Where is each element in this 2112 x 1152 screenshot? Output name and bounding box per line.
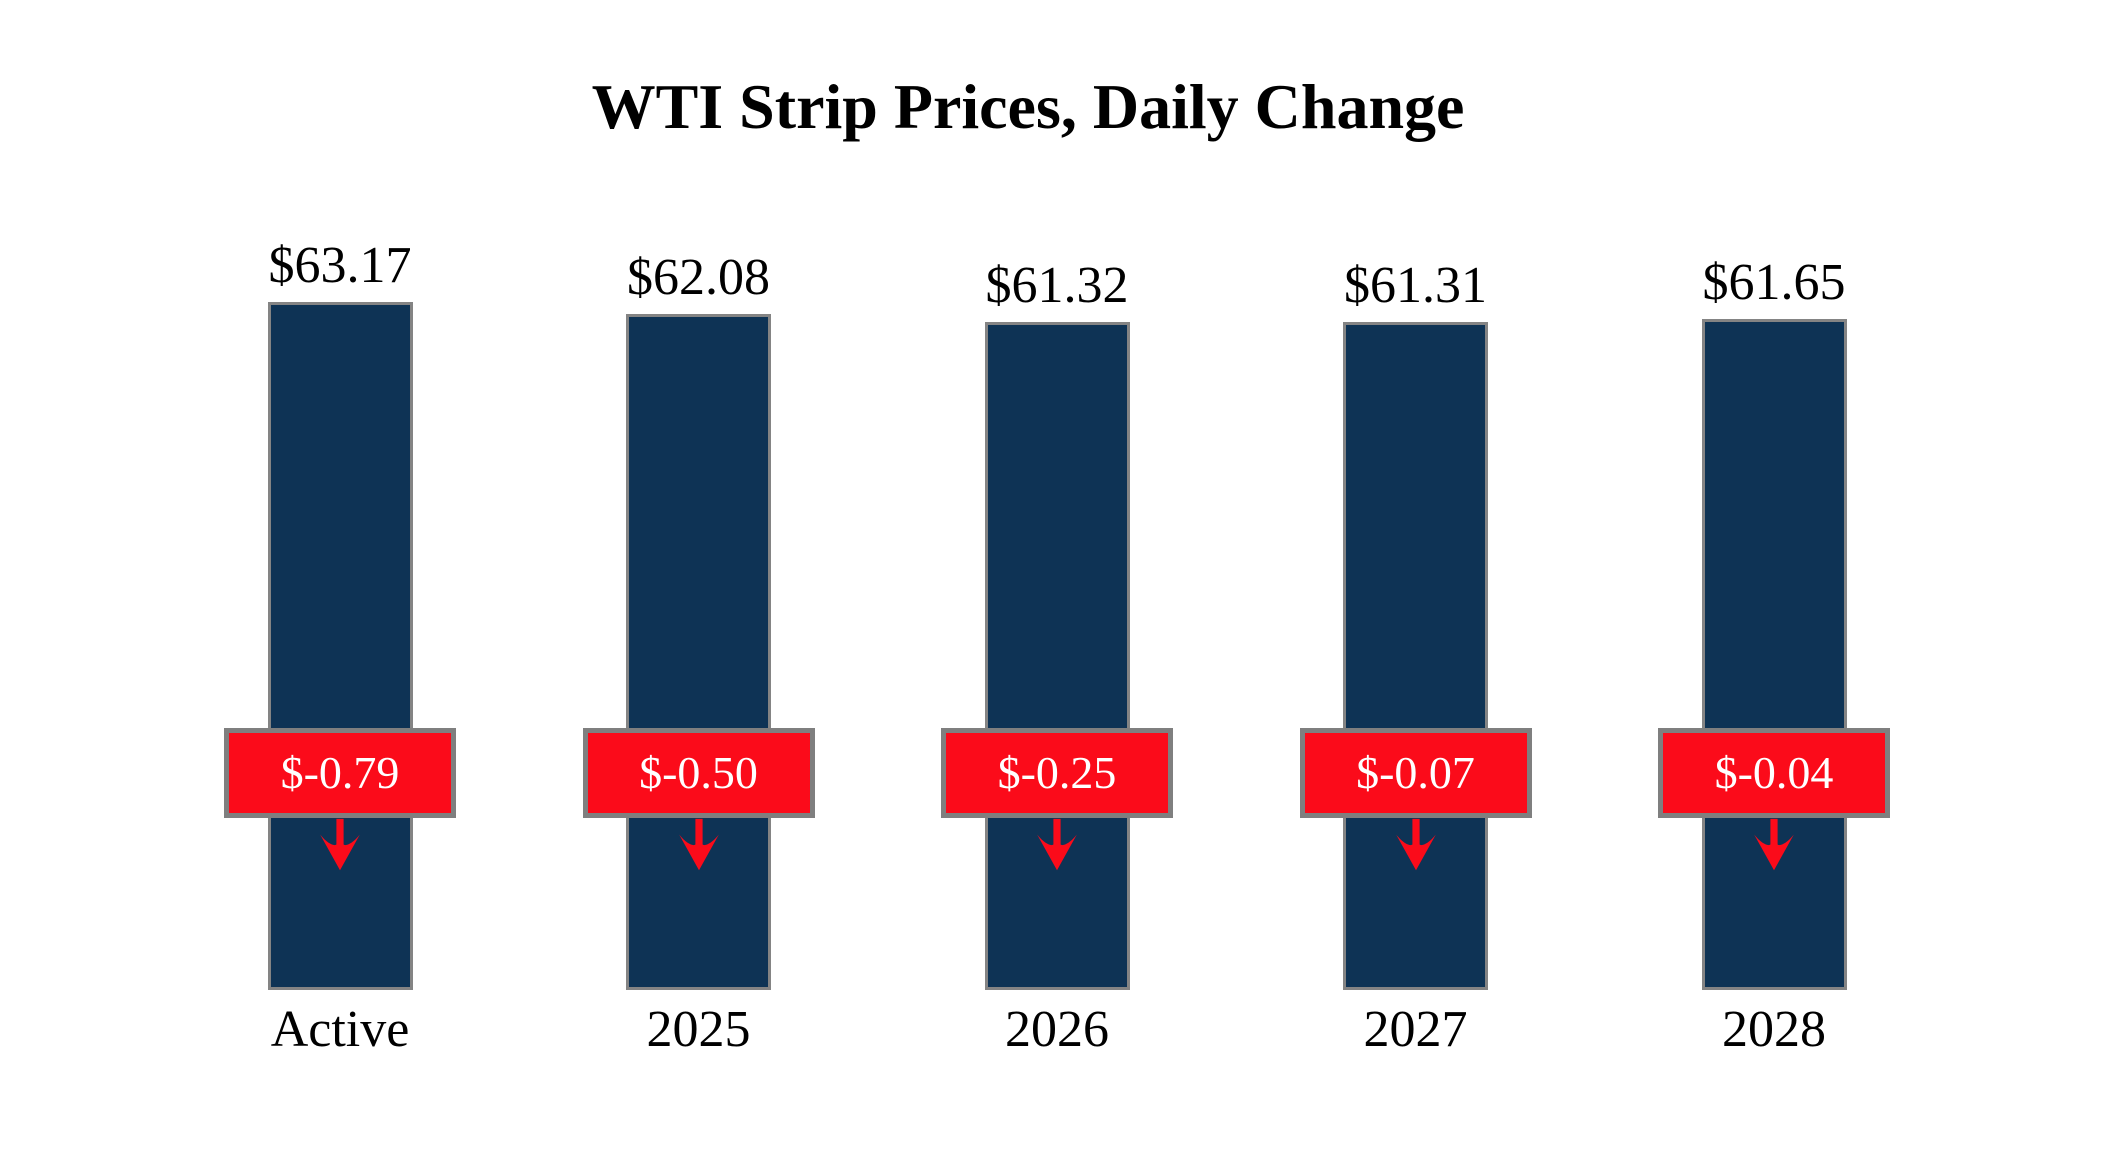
bar [267,302,413,990]
change-badge-label: $-0.50 [639,747,758,798]
category-label: Active [270,1001,410,1058]
down-arrow-icon [1037,818,1077,871]
bar [984,322,1130,990]
bar [1343,322,1488,990]
category-label: 2026 [1005,1001,1109,1058]
change-badge: $-0.25 [941,728,1173,818]
change-badge: $-0.79 [224,728,456,818]
price-label: $63.17 [268,237,412,294]
category-label: 2028 [1722,1001,1826,1058]
change-badge-label: $-0.25 [997,747,1117,798]
chart-title: WTI Strip Prices, Daily Change [591,71,1465,142]
change-badge-label: $-0.07 [1356,747,1475,798]
price-label: $62.08 [627,249,770,306]
down-arrow-icon [1395,818,1436,871]
category-label: 2025 [646,1001,751,1058]
price-label: $61.31 [1344,257,1487,314]
price-label: $61.65 [1702,254,1846,311]
down-arrow-icon [678,818,719,871]
price-label: $61.32 [985,257,1129,314]
change-badge-label: $-0.79 [280,747,400,798]
change-badge-label: $-0.04 [1714,747,1834,798]
change-badge: $-0.50 [582,728,815,818]
change-badge: $-0.04 [1658,728,1890,818]
down-arrow-icon [320,818,360,871]
down-arrow-icon [1754,818,1794,871]
change-badge: $-0.07 [1299,728,1532,818]
bar [1701,319,1847,990]
bar [626,314,771,990]
category-label: 2027 [1363,1001,1468,1058]
